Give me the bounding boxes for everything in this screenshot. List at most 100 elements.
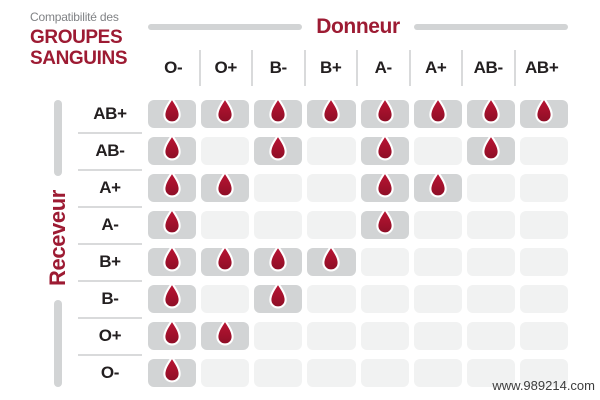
blood-drop-icon bbox=[269, 245, 287, 272]
cell-B--from-AB- bbox=[466, 285, 515, 313]
cell-B+-from-B- bbox=[254, 245, 303, 276]
column-header-O-: O- bbox=[148, 50, 201, 86]
row-label-O-: O- bbox=[100, 363, 120, 382]
page-title-line2: SANGUINS bbox=[30, 48, 128, 69]
row-separator bbox=[78, 132, 142, 134]
row-separator bbox=[78, 169, 142, 171]
cell-O+-from-A+ bbox=[413, 322, 462, 350]
cell-A+-from-AB- bbox=[466, 174, 515, 202]
blood-drop-icon bbox=[429, 97, 447, 124]
recipient-axis-line-top bbox=[54, 100, 62, 176]
column-header-O+: O+ bbox=[201, 50, 253, 86]
column-headers: O- O+ B- B+ A- A+ AB- AB+ bbox=[148, 50, 568, 86]
blood-drop-icon bbox=[482, 97, 500, 124]
cell-A--from-A- bbox=[360, 208, 409, 239]
cell-A--from-B- bbox=[254, 211, 303, 239]
cell-B+-from-O- bbox=[148, 245, 197, 276]
blood-drop-icon bbox=[375, 97, 394, 124]
blood-drop-icon bbox=[375, 208, 394, 235]
blood-drop-icon bbox=[269, 134, 287, 161]
cell-AB--from-O+ bbox=[201, 137, 250, 165]
cell-O+-from-AB+ bbox=[519, 322, 568, 350]
cell-A+-from-A- bbox=[360, 171, 409, 202]
row-separator bbox=[78, 317, 142, 319]
blood-drop-icon bbox=[216, 97, 234, 124]
cell-A--from-A+ bbox=[413, 211, 462, 239]
blood-drop-icon bbox=[163, 134, 181, 161]
cell-B+-from-A+ bbox=[413, 248, 462, 276]
cell-O--from-O- bbox=[148, 356, 197, 387]
cell-A--from-O- bbox=[148, 208, 197, 239]
cell-B--from-B+ bbox=[307, 285, 356, 313]
cell-AB+-from-B- bbox=[254, 97, 303, 128]
cell-AB+-from-O+ bbox=[201, 97, 250, 128]
cell-B--from-O- bbox=[148, 282, 197, 313]
cell-AB--from-AB- bbox=[466, 134, 515, 165]
blood-drop-icon bbox=[163, 245, 181, 272]
row-label-AB+: AB+ bbox=[93, 104, 127, 123]
cell-B+-from-AB- bbox=[466, 248, 515, 276]
cell-O--from-AB+ bbox=[519, 359, 568, 387]
cell-A+-from-AB+ bbox=[519, 174, 568, 202]
cell-A--from-AB+ bbox=[519, 211, 568, 239]
cell-A--from-O+ bbox=[201, 211, 250, 239]
recipient-axis-line-bottom bbox=[54, 300, 62, 387]
cell-AB+-from-A- bbox=[360, 97, 409, 128]
cell-AB--from-B+ bbox=[307, 137, 356, 165]
cell-O+-from-O+ bbox=[201, 319, 250, 350]
blood-drop-icon bbox=[269, 97, 287, 124]
row-separator bbox=[78, 206, 142, 208]
column-header-B+: B+ bbox=[306, 50, 358, 86]
donor-axis: Donneur bbox=[148, 10, 568, 44]
blood-drop-icon bbox=[163, 171, 181, 198]
blood-drop-icon bbox=[482, 134, 500, 161]
title-kicker: Compatibilité des bbox=[30, 10, 119, 24]
cell-B--from-A- bbox=[360, 285, 409, 313]
row-labels: AB+ AB- A+ A- B+ B- O+ O- bbox=[78, 100, 142, 387]
cell-A--from-AB- bbox=[466, 211, 515, 239]
cell-O--from-O+ bbox=[201, 359, 250, 387]
blood-drop-icon bbox=[216, 171, 234, 198]
cell-AB--from-A- bbox=[360, 134, 409, 165]
donor-axis-label: Donneur bbox=[316, 15, 400, 38]
blood-drop-icon bbox=[163, 97, 181, 124]
row-label-A-: A- bbox=[101, 215, 119, 234]
cell-B+-from-O+ bbox=[201, 245, 250, 276]
blood-drop-icon bbox=[269, 282, 287, 309]
watermark: www.989214.com bbox=[492, 378, 595, 393]
cell-A--from-B+ bbox=[307, 211, 356, 239]
blood-drop-icon bbox=[429, 171, 447, 198]
blood-drop-icon bbox=[163, 319, 181, 346]
compatibility-matrix bbox=[148, 97, 568, 387]
cell-O--from-A- bbox=[360, 359, 409, 387]
cell-A+-from-O+ bbox=[201, 171, 250, 202]
cell-B--from-AB+ bbox=[519, 285, 568, 313]
donor-axis-line-right bbox=[413, 24, 568, 30]
cell-O+-from-A- bbox=[360, 322, 409, 350]
cell-A+-from-O- bbox=[148, 171, 197, 202]
cell-AB--from-B- bbox=[254, 134, 303, 165]
cell-O--from-AB- bbox=[466, 359, 515, 387]
blood-drop-icon bbox=[216, 245, 234, 272]
cell-A+-from-B+ bbox=[307, 174, 356, 202]
blood-drop-icon bbox=[163, 208, 181, 235]
title-block: Compatibilité des GROUPES SANGUINS bbox=[30, 10, 127, 69]
column-header-AB-: AB- bbox=[463, 50, 516, 86]
blood-drop-icon bbox=[322, 245, 341, 272]
cell-AB+-from-A+ bbox=[413, 97, 462, 128]
cell-O+-from-B- bbox=[254, 322, 303, 350]
cell-B+-from-A- bbox=[360, 248, 409, 276]
cell-B--from-B- bbox=[254, 282, 303, 313]
column-header-A-: A- bbox=[358, 50, 411, 86]
blood-drop-icon bbox=[322, 97, 341, 124]
cell-B--from-A+ bbox=[413, 285, 462, 313]
row-separator bbox=[78, 243, 142, 245]
cell-O+-from-B+ bbox=[307, 322, 356, 350]
column-header-AB+: AB+ bbox=[524, 58, 559, 77]
column-header-B-: B- bbox=[253, 50, 306, 86]
row-label-B-: B- bbox=[101, 289, 119, 308]
row-separator bbox=[78, 354, 142, 356]
cell-AB--from-A+ bbox=[413, 137, 462, 165]
cell-AB+-from-AB- bbox=[466, 97, 515, 128]
